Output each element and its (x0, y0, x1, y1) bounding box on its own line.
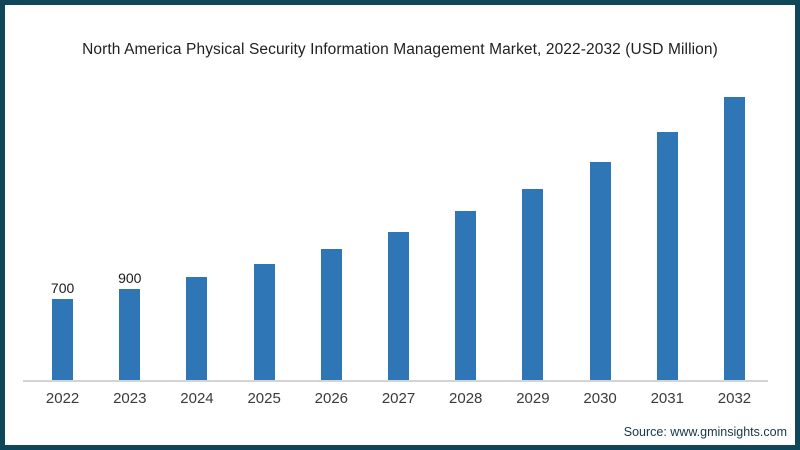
bar-slot-2032 (701, 5, 768, 380)
x-tick-label-2027: 2027 (381, 390, 416, 407)
bar-slot-2022: 700 (29, 5, 96, 380)
x-tick-label-2025: 2025 (247, 390, 281, 407)
bar-slot-2026 (298, 5, 365, 380)
bar-2025 (253, 264, 275, 380)
bar-slot-2030 (567, 5, 634, 380)
bar-2030 (589, 162, 611, 380)
bar-value-label-2023: 900 (118, 270, 142, 286)
bar-2023 (119, 289, 141, 380)
x-axis-line (23, 380, 768, 382)
x-tick-label-2028: 2028 (449, 390, 483, 407)
bar-value-label-2022: 700 (50, 280, 75, 296)
bar-slot-2028 (432, 5, 499, 380)
x-tick-label-2030: 2030 (583, 390, 617, 407)
bar-2032 (723, 97, 745, 380)
bar-slot-2027 (365, 5, 432, 380)
bar-2028 (455, 211, 477, 380)
bar-2027 (388, 232, 410, 380)
x-tick-label-2026: 2026 (314, 390, 349, 407)
bar-slot-2029 (499, 5, 566, 380)
bar-slot-2025 (231, 5, 298, 380)
bar-2029 (522, 189, 544, 380)
chart-title: North America Physical Security Informat… (82, 41, 718, 58)
bar-2022 (52, 299, 74, 380)
x-tick-label-2029: 2029 (516, 390, 550, 407)
bar-2024 (186, 277, 208, 380)
x-tick-label-2024: 2024 (180, 390, 214, 407)
bar-slot-2024 (163, 5, 230, 380)
x-tick-label-2031: 2031 (650, 390, 684, 407)
x-tick-label-2032: 2032 (717, 390, 752, 407)
source-note: Source: www.gminsights.com (623, 425, 787, 439)
bar-slot-2023: 900 (96, 5, 163, 380)
x-axis-labels: 2022 2023 2024 2025 2026 2027 2028 2029 2030 2031… (29, 390, 768, 407)
bars-row: 700 900 (29, 5, 768, 380)
bar-2026 (320, 249, 342, 380)
x-tick-label-2023: 2023 (113, 390, 147, 407)
bar-2031 (656, 132, 678, 380)
x-tick-label-2022: 2022 (45, 390, 80, 407)
bar-slot-2031 (634, 5, 701, 380)
